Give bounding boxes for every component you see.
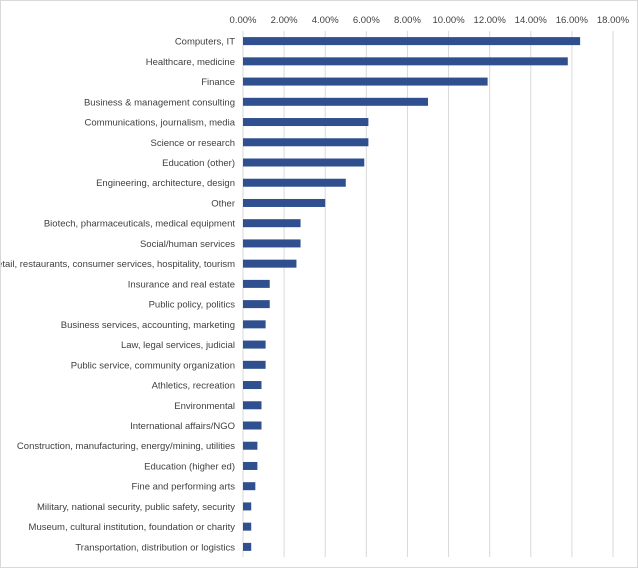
category-label: Biotech, pharmaceuticals, medical equipm… <box>44 219 236 230</box>
bar <box>243 421 262 430</box>
x-axis-ticks: 0.00% 2.00% 4.00% 6.00% 8.00% 10.00% 12.00% 14.… <box>230 15 630 26</box>
bar <box>243 138 369 147</box>
bar <box>243 360 266 369</box>
bar <box>243 37 581 46</box>
category-label: Business services, accounting, marketing <box>61 320 235 331</box>
bar <box>243 118 369 127</box>
category-label: Athletics, recreation <box>152 381 235 392</box>
category-label: Construction, manufacturing, energy/mini… <box>17 441 235 452</box>
bar <box>243 320 266 329</box>
bar <box>243 401 262 410</box>
bar <box>243 482 256 491</box>
category-label: Finance <box>201 77 235 88</box>
category-label: Environmental <box>174 401 235 412</box>
bars <box>243 37 581 551</box>
bar <box>243 97 428 106</box>
category-label: Fine and performing arts <box>132 482 236 493</box>
x-tick-label: 14.00% <box>515 15 548 26</box>
category-label: Business & management consulting <box>84 97 235 108</box>
category-label: Other <box>211 198 235 209</box>
x-tick-label: 0.00% <box>230 15 257 26</box>
gridlines <box>242 31 614 557</box>
bar <box>243 219 301 228</box>
bar <box>243 57 568 66</box>
x-tick-label: 6.00% <box>353 15 380 26</box>
category-label: International affairs/NGO <box>130 421 235 432</box>
category-label: Education (higher ed) <box>144 461 235 472</box>
category-label: Transportation, distribution or logistic… <box>75 542 235 553</box>
bar <box>243 542 252 551</box>
category-label: Education (other) <box>162 158 235 169</box>
bar <box>243 461 258 470</box>
bar <box>243 178 346 187</box>
x-tick-label: 18.00% <box>597 15 630 26</box>
bar <box>243 259 297 268</box>
bar <box>243 522 252 531</box>
bar <box>243 441 258 450</box>
bar <box>243 77 488 86</box>
category-label: Public policy, politics <box>149 300 236 311</box>
category-label: Retail, restaurants, consumer services, … <box>1 259 235 270</box>
category-labels: Computers, IT Healthcare, medicine Finance… <box>0 37 236 554</box>
category-label: Public service, community organization <box>71 360 235 371</box>
category-label: Museum, cultural institution, foundation… <box>29 522 236 533</box>
x-tick-label: 8.00% <box>394 15 421 26</box>
bar <box>243 502 252 511</box>
category-label: Social/human services <box>140 239 235 250</box>
category-label: Healthcare, medicine <box>146 57 235 68</box>
category-label: Communications, journalism, media <box>85 118 236 129</box>
bar <box>243 300 270 309</box>
category-label: Military, national security, public safe… <box>37 502 235 513</box>
bar <box>243 158 365 167</box>
x-tick-label: 10.00% <box>432 15 465 26</box>
x-tick-label: 12.00% <box>474 15 507 26</box>
bar <box>243 198 326 207</box>
x-tick-label: 2.00% <box>271 15 298 26</box>
bar <box>243 279 270 288</box>
x-tick-label: 4.00% <box>312 15 339 26</box>
category-label: Computers, IT <box>175 37 235 48</box>
bar <box>243 340 266 349</box>
x-tick-label: 16.00% <box>556 15 589 26</box>
category-label: Engineering, architecture, design <box>96 178 235 189</box>
bar <box>243 381 262 390</box>
bar <box>243 239 301 248</box>
category-label: Law, legal services, judicial <box>121 340 235 351</box>
category-label: Science or research <box>151 138 235 149</box>
category-label: Insurance and real estate <box>128 279 235 290</box>
